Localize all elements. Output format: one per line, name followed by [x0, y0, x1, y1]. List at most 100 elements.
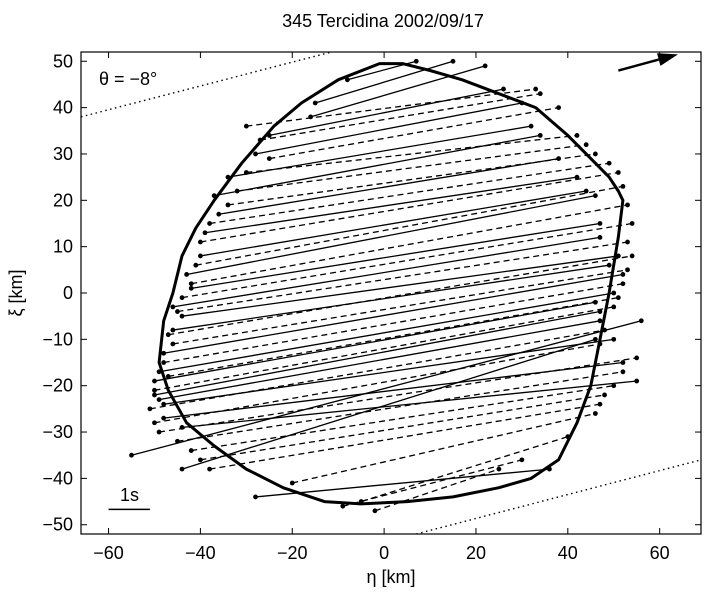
- positive-chord: [172, 236, 601, 308]
- chord-end-point: [519, 457, 525, 463]
- chord-start-point: [289, 480, 295, 486]
- chart-title: 345 Tercidina 2002/09/17: [282, 11, 484, 31]
- direction-arrow: [618, 58, 660, 72]
- negative-chord: [149, 329, 605, 410]
- chord-start-point: [243, 170, 249, 175]
- x-tick-label: 20: [466, 543, 486, 563]
- negative-chord: [260, 93, 541, 141]
- chord-start-point: [257, 137, 263, 143]
- positive-chord: [181, 338, 596, 470]
- chord-start-point: [253, 494, 258, 500]
- x-tick-label: −40: [185, 543, 216, 563]
- chord-start-point: [243, 123, 249, 129]
- chord-end-point: [620, 272, 626, 277]
- chord-end-point: [620, 184, 626, 189]
- fundamental-plane-limits: [81, 52, 701, 534]
- asteroid-profile: [157, 62, 625, 506]
- positive-chord: [191, 222, 601, 290]
- chord-end-point: [574, 174, 580, 180]
- chord-end-point: [501, 86, 506, 92]
- positive-chord: [255, 102, 523, 155]
- chord-start-point: [207, 221, 212, 226]
- positive-chord: [204, 176, 578, 234]
- negative-chord: [200, 171, 619, 243]
- chord-end-point: [615, 170, 621, 175]
- plot-content: [81, 52, 701, 534]
- chord-end-point: [597, 318, 603, 324]
- chord-end-point: [625, 239, 630, 245]
- chord-end-point: [615, 253, 621, 259]
- positive-chord: [154, 301, 596, 382]
- chord-start-point: [170, 341, 176, 347]
- chord-end-point: [592, 336, 598, 342]
- chord-end-point: [625, 202, 630, 208]
- chord-end-point: [574, 133, 580, 138]
- chord-start-point: [266, 156, 272, 161]
- chord-start-point: [161, 360, 167, 365]
- chord-end-point: [528, 123, 534, 129]
- chord-start-point: [225, 174, 231, 180]
- chord-end-point: [629, 221, 635, 226]
- positive-chord: [172, 264, 610, 331]
- positive-chord: [310, 65, 486, 118]
- y-tick-label: 20: [53, 190, 73, 210]
- chord-start-point: [211, 193, 217, 199]
- negative-chord: [191, 385, 614, 452]
- chord-end-point: [620, 281, 626, 287]
- x-axis-label: η [km]: [366, 567, 415, 587]
- negative-chord: [168, 296, 619, 378]
- negative-chord: [177, 241, 628, 313]
- positive-chord: [315, 60, 454, 104]
- chord-start-point: [198, 239, 203, 245]
- negative-chord: [200, 394, 605, 461]
- chord-start-point: [161, 401, 167, 407]
- chord-start-point: [179, 295, 185, 301]
- positive-chord: [163, 273, 624, 354]
- y-tick-label: −20: [42, 376, 73, 396]
- chord-end-point: [482, 63, 488, 69]
- chord-start-point: [198, 457, 203, 463]
- negative-chord: [163, 283, 624, 364]
- positive-chord: [214, 134, 541, 197]
- y-tick-label: 10: [53, 237, 73, 257]
- chord-end-point: [592, 299, 598, 305]
- chord-end-point: [592, 411, 598, 416]
- chord-start-point: [170, 327, 176, 333]
- chord-end-point: [450, 58, 456, 64]
- negative-chord: [237, 144, 587, 192]
- chord-end-point: [611, 290, 617, 296]
- chord-end-point: [611, 336, 617, 342]
- chord-start-point: [129, 452, 134, 458]
- negative-chord: [246, 88, 536, 127]
- angle-label: θ = −8°: [99, 69, 157, 89]
- chord-start-point: [207, 466, 212, 472]
- chord-start-point: [184, 272, 190, 277]
- x-tick-label: −60: [93, 543, 124, 563]
- negative-chord: [209, 403, 601, 470]
- chord-endpoints: [129, 58, 644, 514]
- y-tick-label: −40: [42, 468, 73, 488]
- negative-chord: [158, 357, 637, 433]
- chord-start-point: [165, 374, 171, 379]
- chord-start-point: [147, 406, 153, 412]
- chord-start-point: [175, 438, 180, 444]
- chord-end-point: [537, 133, 543, 138]
- chord-start-point: [165, 332, 171, 338]
- negative-chord: [154, 306, 614, 391]
- negative-chord: [360, 436, 569, 503]
- positive-chord: [181, 255, 619, 317]
- negative-chord: [191, 204, 628, 285]
- x-axis-ticks: −60 −40 −20 0 20 40 60: [93, 52, 670, 563]
- negative-chord: [195, 185, 624, 266]
- positive-chord: [255, 468, 550, 498]
- chord-start-point: [344, 77, 350, 83]
- y-tick-label: −30: [42, 422, 73, 442]
- chord-start-point: [156, 397, 162, 402]
- chord-end-point: [625, 267, 630, 273]
- chord-end-point: [547, 466, 552, 472]
- negative-chord: [227, 153, 596, 206]
- y-tick-label: 0: [63, 283, 73, 303]
- chord-end-point: [615, 295, 621, 301]
- chord-start-point: [225, 202, 231, 208]
